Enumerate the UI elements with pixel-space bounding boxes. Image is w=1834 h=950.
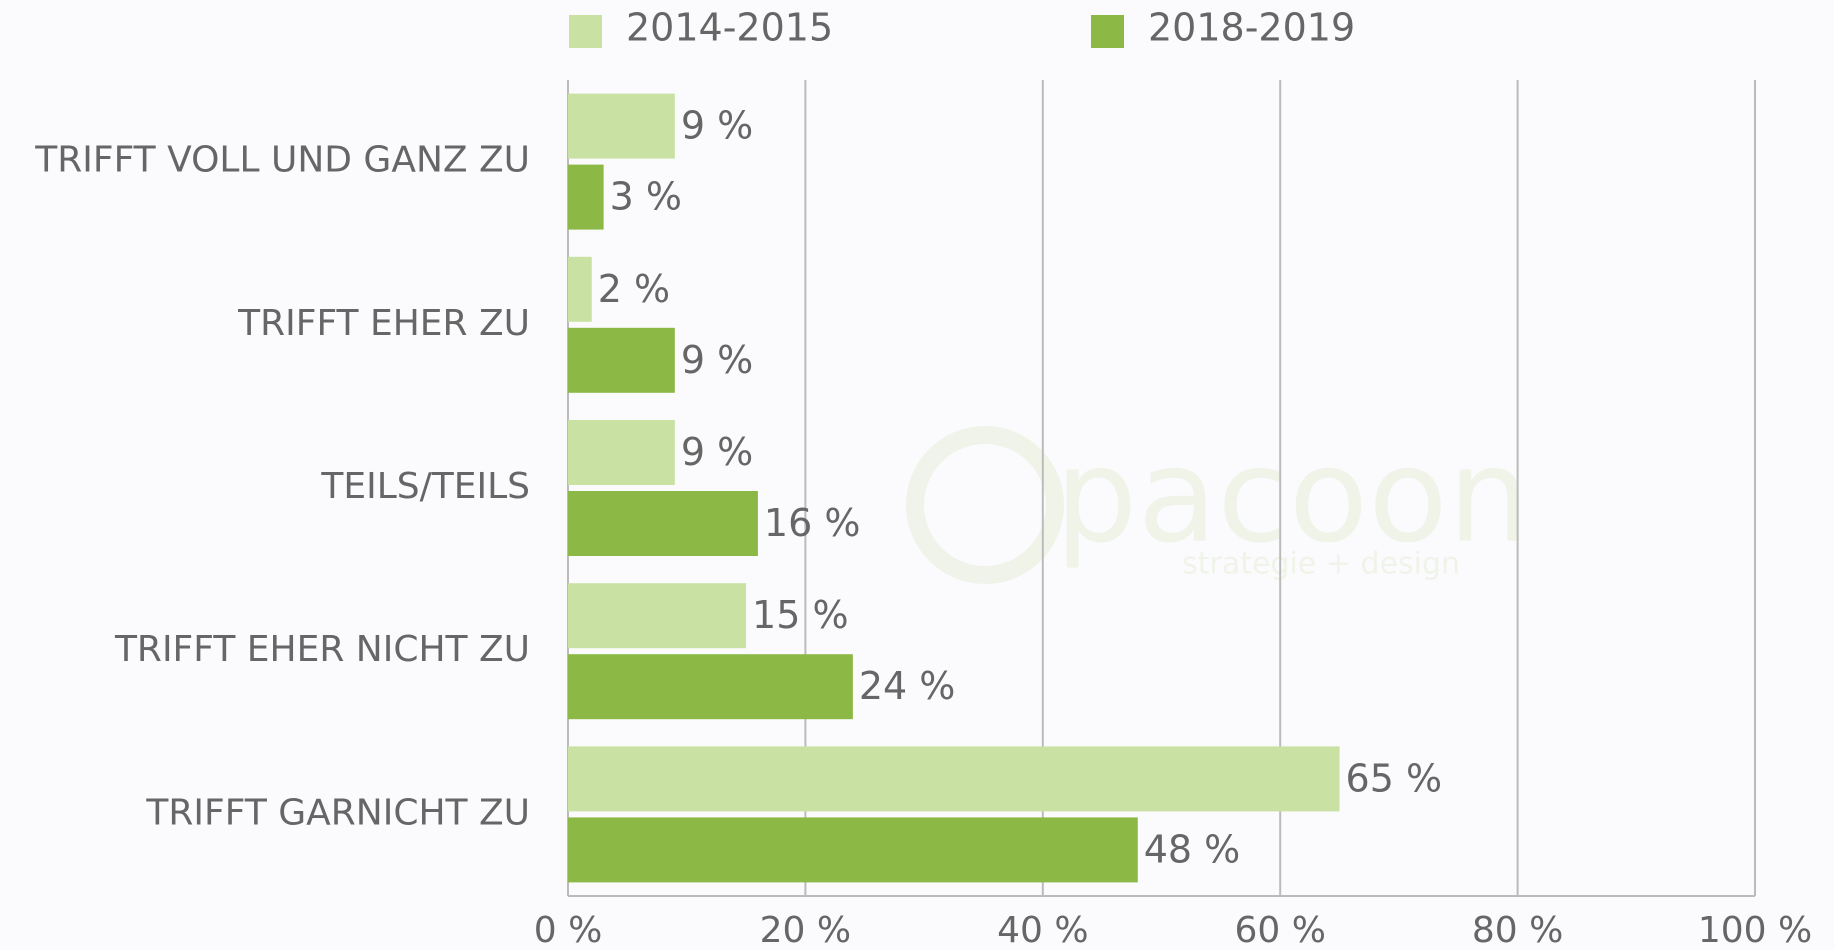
- bar: [568, 583, 747, 649]
- x-tick-label: 20 %: [760, 910, 851, 950]
- bar: [568, 93, 675, 159]
- value-label: 9 %: [681, 338, 753, 382]
- value-label: 15 %: [752, 593, 849, 637]
- legend-label: 2018-2019: [1148, 6, 1355, 50]
- bar: [568, 491, 758, 556]
- value-label: 48 %: [1144, 827, 1241, 871]
- bar: [568, 817, 1138, 883]
- bar: [568, 420, 675, 485]
- legend-swatch: [1091, 15, 1124, 48]
- legend-label: 2014-2015: [626, 6, 833, 50]
- value-label: 3 %: [610, 175, 682, 219]
- value-label: 2 %: [598, 267, 670, 311]
- y-tick-label: TRIFFT GARNICHT ZU: [145, 792, 530, 833]
- value-label: 9 %: [681, 430, 753, 474]
- watermark-name: pacoon: [1055, 420, 1530, 572]
- bar: [568, 746, 1340, 812]
- watermark: pacoon strategie + design: [906, 420, 1530, 584]
- value-label: 24 %: [859, 664, 956, 708]
- y-tick-label: TRIFFT EHER ZU: [237, 303, 530, 344]
- value-label: 65 %: [1346, 756, 1443, 800]
- x-tick-label: 80 %: [1472, 910, 1563, 950]
- bar: [568, 164, 604, 230]
- watermark-logo: [906, 426, 1064, 584]
- value-label: 16 %: [764, 501, 861, 545]
- bar: [568, 654, 853, 720]
- y-tick-label: TRIFFT EHER NICHT ZU: [114, 629, 530, 670]
- y-tick-label: TRIFFT VOLL UND GANZ ZU: [34, 140, 530, 181]
- bar: [568, 327, 675, 393]
- watermark-tagline: strategie + design: [1182, 547, 1460, 582]
- x-tick-label: 100 %: [1698, 910, 1812, 950]
- y-tick-label: TEILS/TEILS: [320, 466, 530, 507]
- value-label: 9 %: [681, 104, 753, 148]
- legend-swatch: [569, 15, 602, 48]
- x-tick-label: 60 %: [1234, 910, 1325, 950]
- bar: [568, 256, 592, 322]
- x-tick-label: 40 %: [997, 910, 1088, 950]
- x-tick-label: 0 %: [534, 910, 603, 950]
